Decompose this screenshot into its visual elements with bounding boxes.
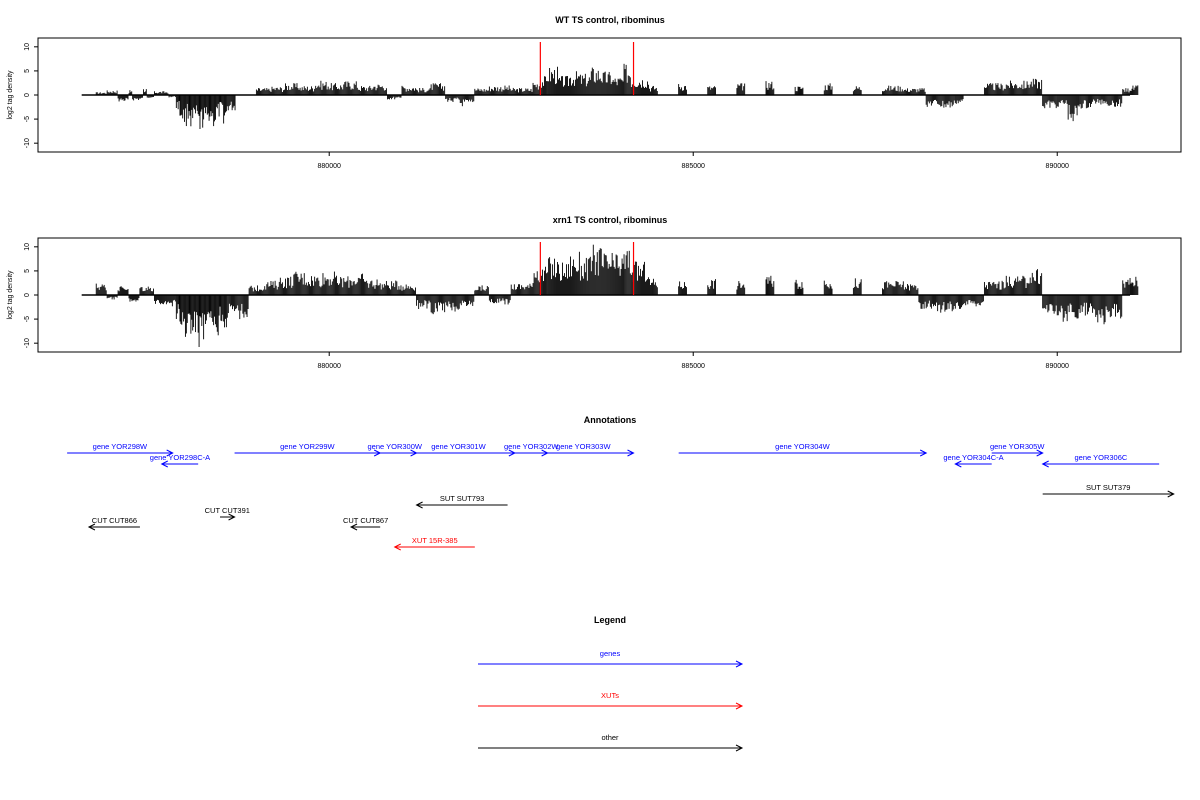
legend-arrowhead [735,744,744,752]
annotation-feature: gene YOR300W [367,442,423,457]
feature-arrowhead [627,449,635,457]
feature-label: gene YOR298C-A [150,453,210,462]
feature-label: gene YOR301W [431,442,486,451]
ytick-label: 5 [24,269,31,273]
feature-label: gene YOR304C-A [943,453,1003,462]
panel-wt-yaxis: 10 5 0 -5 -10 [24,43,38,148]
legend-arrowhead [735,660,744,668]
annotation-feature: gene YOR303W [533,442,635,457]
legend-label: genes [600,649,621,658]
annotations-title: Annotations [584,415,637,425]
feature-label: XUT 15R-385 [412,536,458,545]
panel-xrn1-xaxis: 880000 885000 890000 [318,352,1069,370]
feature-label: gene YOR304W [775,442,830,451]
annotation-feature: gene YOR298W [67,442,174,457]
panel-xrn1-ylabel: log2 tag density [7,270,14,320]
xtick-label: 880000 [318,163,341,170]
xtick-label: 890000 [1046,163,1069,170]
feature-arrowhead [228,513,236,521]
legend-item: other [478,733,744,752]
feature-label: gene YOR303W [556,442,611,451]
legend-item: XUTs [478,691,744,710]
annotation-feature: gene YOR299W [234,442,382,457]
ytick-label: -10 [24,338,31,348]
feature-label: gene YOR306C [1075,453,1128,462]
legend-arrowhead [735,702,744,710]
ytick-label: 10 [24,43,31,51]
annotation-feature: SUT SUT793 [415,494,508,509]
feature-arrowhead [1041,460,1049,468]
feature-arrowhead [393,543,401,551]
legend: Legend genes XUTs other [478,615,744,752]
ytick-label: 10 [24,243,31,251]
xtick-label: 885000 [682,363,705,370]
xtick-label: 885000 [682,163,705,170]
panel-wt-bars [81,63,1139,130]
annotation-feature: gene YOR306C [1041,453,1160,468]
feature-arrowhead [1036,449,1044,457]
annotation-feature: CUT CUT866 [87,516,140,531]
feature-arrowhead [160,460,168,468]
legend-title: Legend [594,615,626,625]
ytick-label: 0 [24,93,31,97]
panel-xrn1-yaxis: 10 5 0 -5 -10 [24,243,38,348]
panel-xrn1-bars [81,244,1139,348]
feature-arrowhead [87,523,96,531]
panel-wt-title: WT TS control, ribominus [555,15,665,25]
feature-arrowhead [954,460,962,468]
feature-arrowhead [1167,490,1175,498]
xtick-label: 880000 [318,363,341,370]
feature-label: CUT CUT391 [205,506,250,515]
annotation-feature: CUT CUT867 [343,516,388,531]
feature-arrowhead [415,501,423,509]
feature-arrowhead [349,523,358,531]
annotation-feature: XUT 15R-385 [393,536,475,551]
panel-wt: WT TS control, ribominus log2 tag densit… [7,15,1182,170]
panel-xrn1: xrn1 TS control, ribominus log2 tag dens… [7,215,1182,370]
feature-label: gene YOR299W [280,442,335,451]
panel-wt-xaxis: 880000 885000 890000 [318,152,1069,170]
ytick-label: 0 [24,293,31,297]
ytick-label: -10 [24,138,31,148]
annotation-feature: CUT CUT391 [205,506,250,521]
legend-label: XUTs [601,691,619,700]
xtick-label: 890000 [1046,363,1069,370]
annotation-feature: gene YOR305W [990,442,1045,457]
feature-label: gene YOR300W [367,442,422,451]
annotation-feature: SUT SUT379 [1042,483,1175,498]
feature-label: SUT SUT793 [440,494,484,503]
feature-label: gene YOR302W [504,442,559,451]
legend-label: other [601,733,619,742]
feature-label: gene YOR298W [93,442,148,451]
ytick-label: -5 [24,116,31,122]
legend-items: genes XUTs other [478,649,744,752]
ytick-label: -5 [24,316,31,322]
legend-item: genes [478,649,744,668]
panel-wt-highlight [539,42,635,95]
feature-label: CUT CUT866 [92,516,137,525]
feature-label: CUT CUT867 [343,516,388,525]
panel-wt-ylabel: log2 tag density [7,70,14,120]
annotation-feature: gene YOR298C-A [150,453,210,468]
annotation-feature: gene YOR304W [678,442,928,457]
annotation-feature: gene YOR304C-A [943,453,1004,468]
feature-arrowhead [919,449,928,457]
feature-arrowhead [166,449,174,457]
panel-xrn1-title: xrn1 TS control, ribominus [553,215,668,225]
ytick-label: 5 [24,69,31,73]
feature-label: gene YOR305W [990,442,1045,451]
panel-xrn1-highlight [539,242,635,295]
feature-label: SUT SUT379 [1086,483,1130,492]
